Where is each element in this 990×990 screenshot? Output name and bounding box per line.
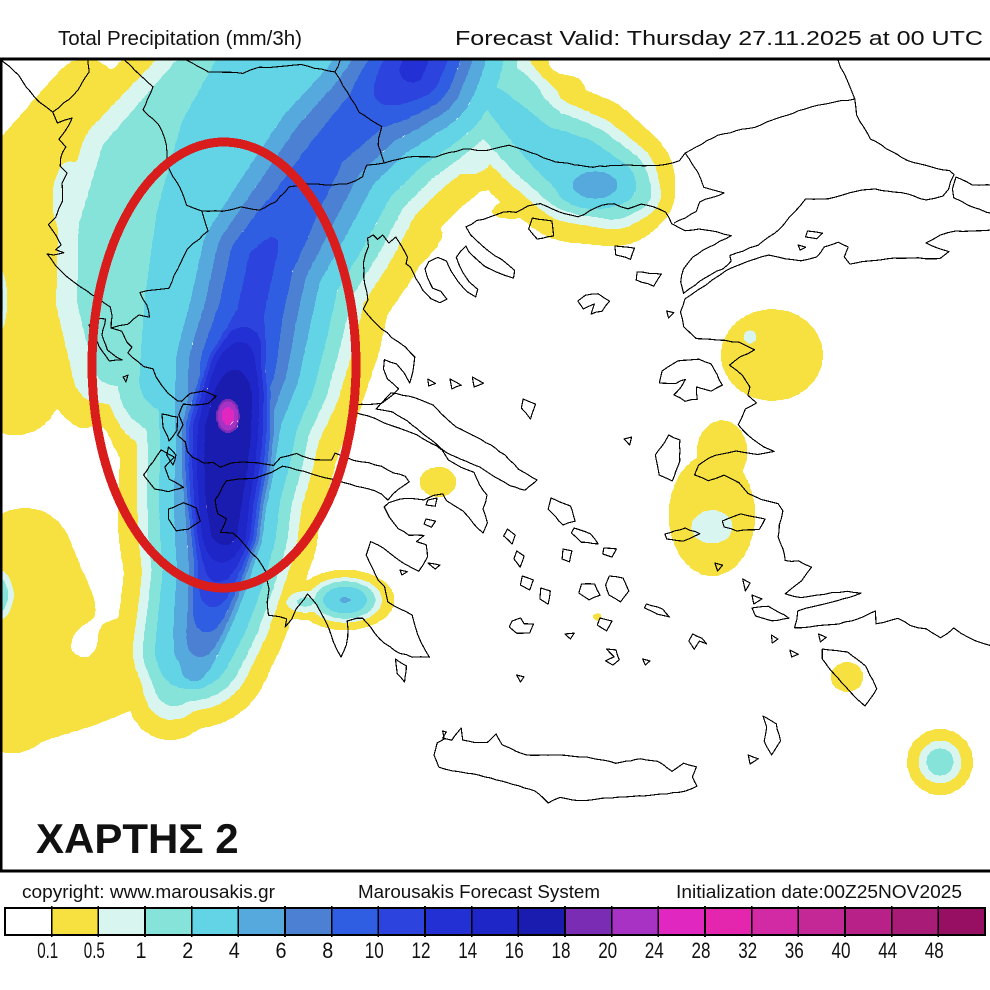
svg-text:ΧΑΡΤΗΣ 2: ΧΑΡΤΗΣ 2 bbox=[36, 815, 239, 862]
svg-text:1: 1 bbox=[136, 938, 147, 963]
svg-text:Total Precipitation (mm/3h): Total Precipitation (mm/3h) bbox=[58, 28, 302, 50]
svg-text:24: 24 bbox=[645, 938, 664, 963]
svg-text:16: 16 bbox=[505, 938, 524, 963]
svg-text:6: 6 bbox=[276, 938, 287, 963]
svg-text:0.1: 0.1 bbox=[37, 938, 58, 963]
svg-text:12: 12 bbox=[412, 938, 431, 963]
svg-text:10: 10 bbox=[365, 938, 384, 963]
svg-text:2: 2 bbox=[182, 938, 193, 963]
svg-text:0.5: 0.5 bbox=[84, 938, 105, 963]
svg-text:Marousakis Forecast System: Marousakis Forecast System bbox=[358, 882, 600, 902]
svg-text:44: 44 bbox=[878, 938, 897, 963]
svg-text:20: 20 bbox=[598, 938, 617, 963]
svg-text:48: 48 bbox=[925, 938, 944, 963]
svg-text:36: 36 bbox=[785, 938, 804, 963]
svg-text:14: 14 bbox=[458, 938, 477, 963]
svg-text:copyright: www.marousakis.gr: copyright: www.marousakis.gr bbox=[22, 882, 275, 902]
svg-text:Forecast Valid: Thursday 27.1: Forecast Valid: Thursday 27.11.2025 at 0… bbox=[455, 28, 983, 50]
svg-text:Initialization date:00Z25NOV20: Initialization date:00Z25NOV2025 bbox=[676, 882, 962, 902]
svg-text:28: 28 bbox=[692, 938, 711, 963]
svg-text:18: 18 bbox=[552, 938, 571, 963]
svg-text:32: 32 bbox=[738, 938, 757, 963]
svg-text:4: 4 bbox=[229, 938, 240, 963]
svg-text:40: 40 bbox=[832, 938, 851, 963]
svg-text:8: 8 bbox=[322, 938, 333, 963]
